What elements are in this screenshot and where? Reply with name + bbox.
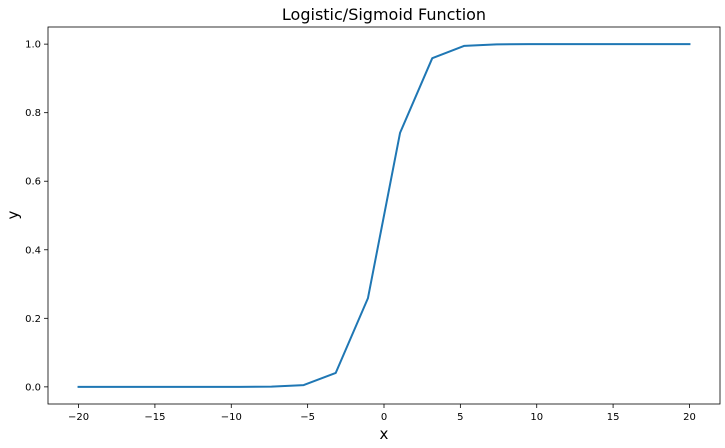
x-tick-label: 10 <box>530 412 543 423</box>
x-tick-label: 5 <box>457 412 463 423</box>
x-tick-label: −15 <box>144 412 165 423</box>
x-tick-label: −10 <box>221 412 242 423</box>
y-tick-label: 0.0 <box>25 382 41 393</box>
x-axis-label: x <box>380 425 389 443</box>
y-tick-label: 0.2 <box>25 314 41 325</box>
y-tick-label: 0.6 <box>25 177 41 188</box>
y-tick-label: 1.0 <box>25 40 41 51</box>
x-tick-label: −20 <box>68 412 89 423</box>
x-tick-label: −5 <box>300 412 315 423</box>
chart-title: Logistic/Sigmoid Function <box>282 5 486 24</box>
y-tick-label: 0.8 <box>25 108 41 119</box>
x-tick-label: 15 <box>607 412 620 423</box>
plot-area: −20 −15 −10 −5 0 5 10 15 20 0.0 0.2 0.4 0.6 0.8 1.0 <box>25 26 721 423</box>
x-tick-label: 20 <box>683 412 696 423</box>
y-tick-label: 0.4 <box>25 245 41 256</box>
x-tick-label: 0 <box>381 412 387 423</box>
y-axis-label: y <box>4 210 22 219</box>
sigmoid-series-line <box>77 43 691 388</box>
